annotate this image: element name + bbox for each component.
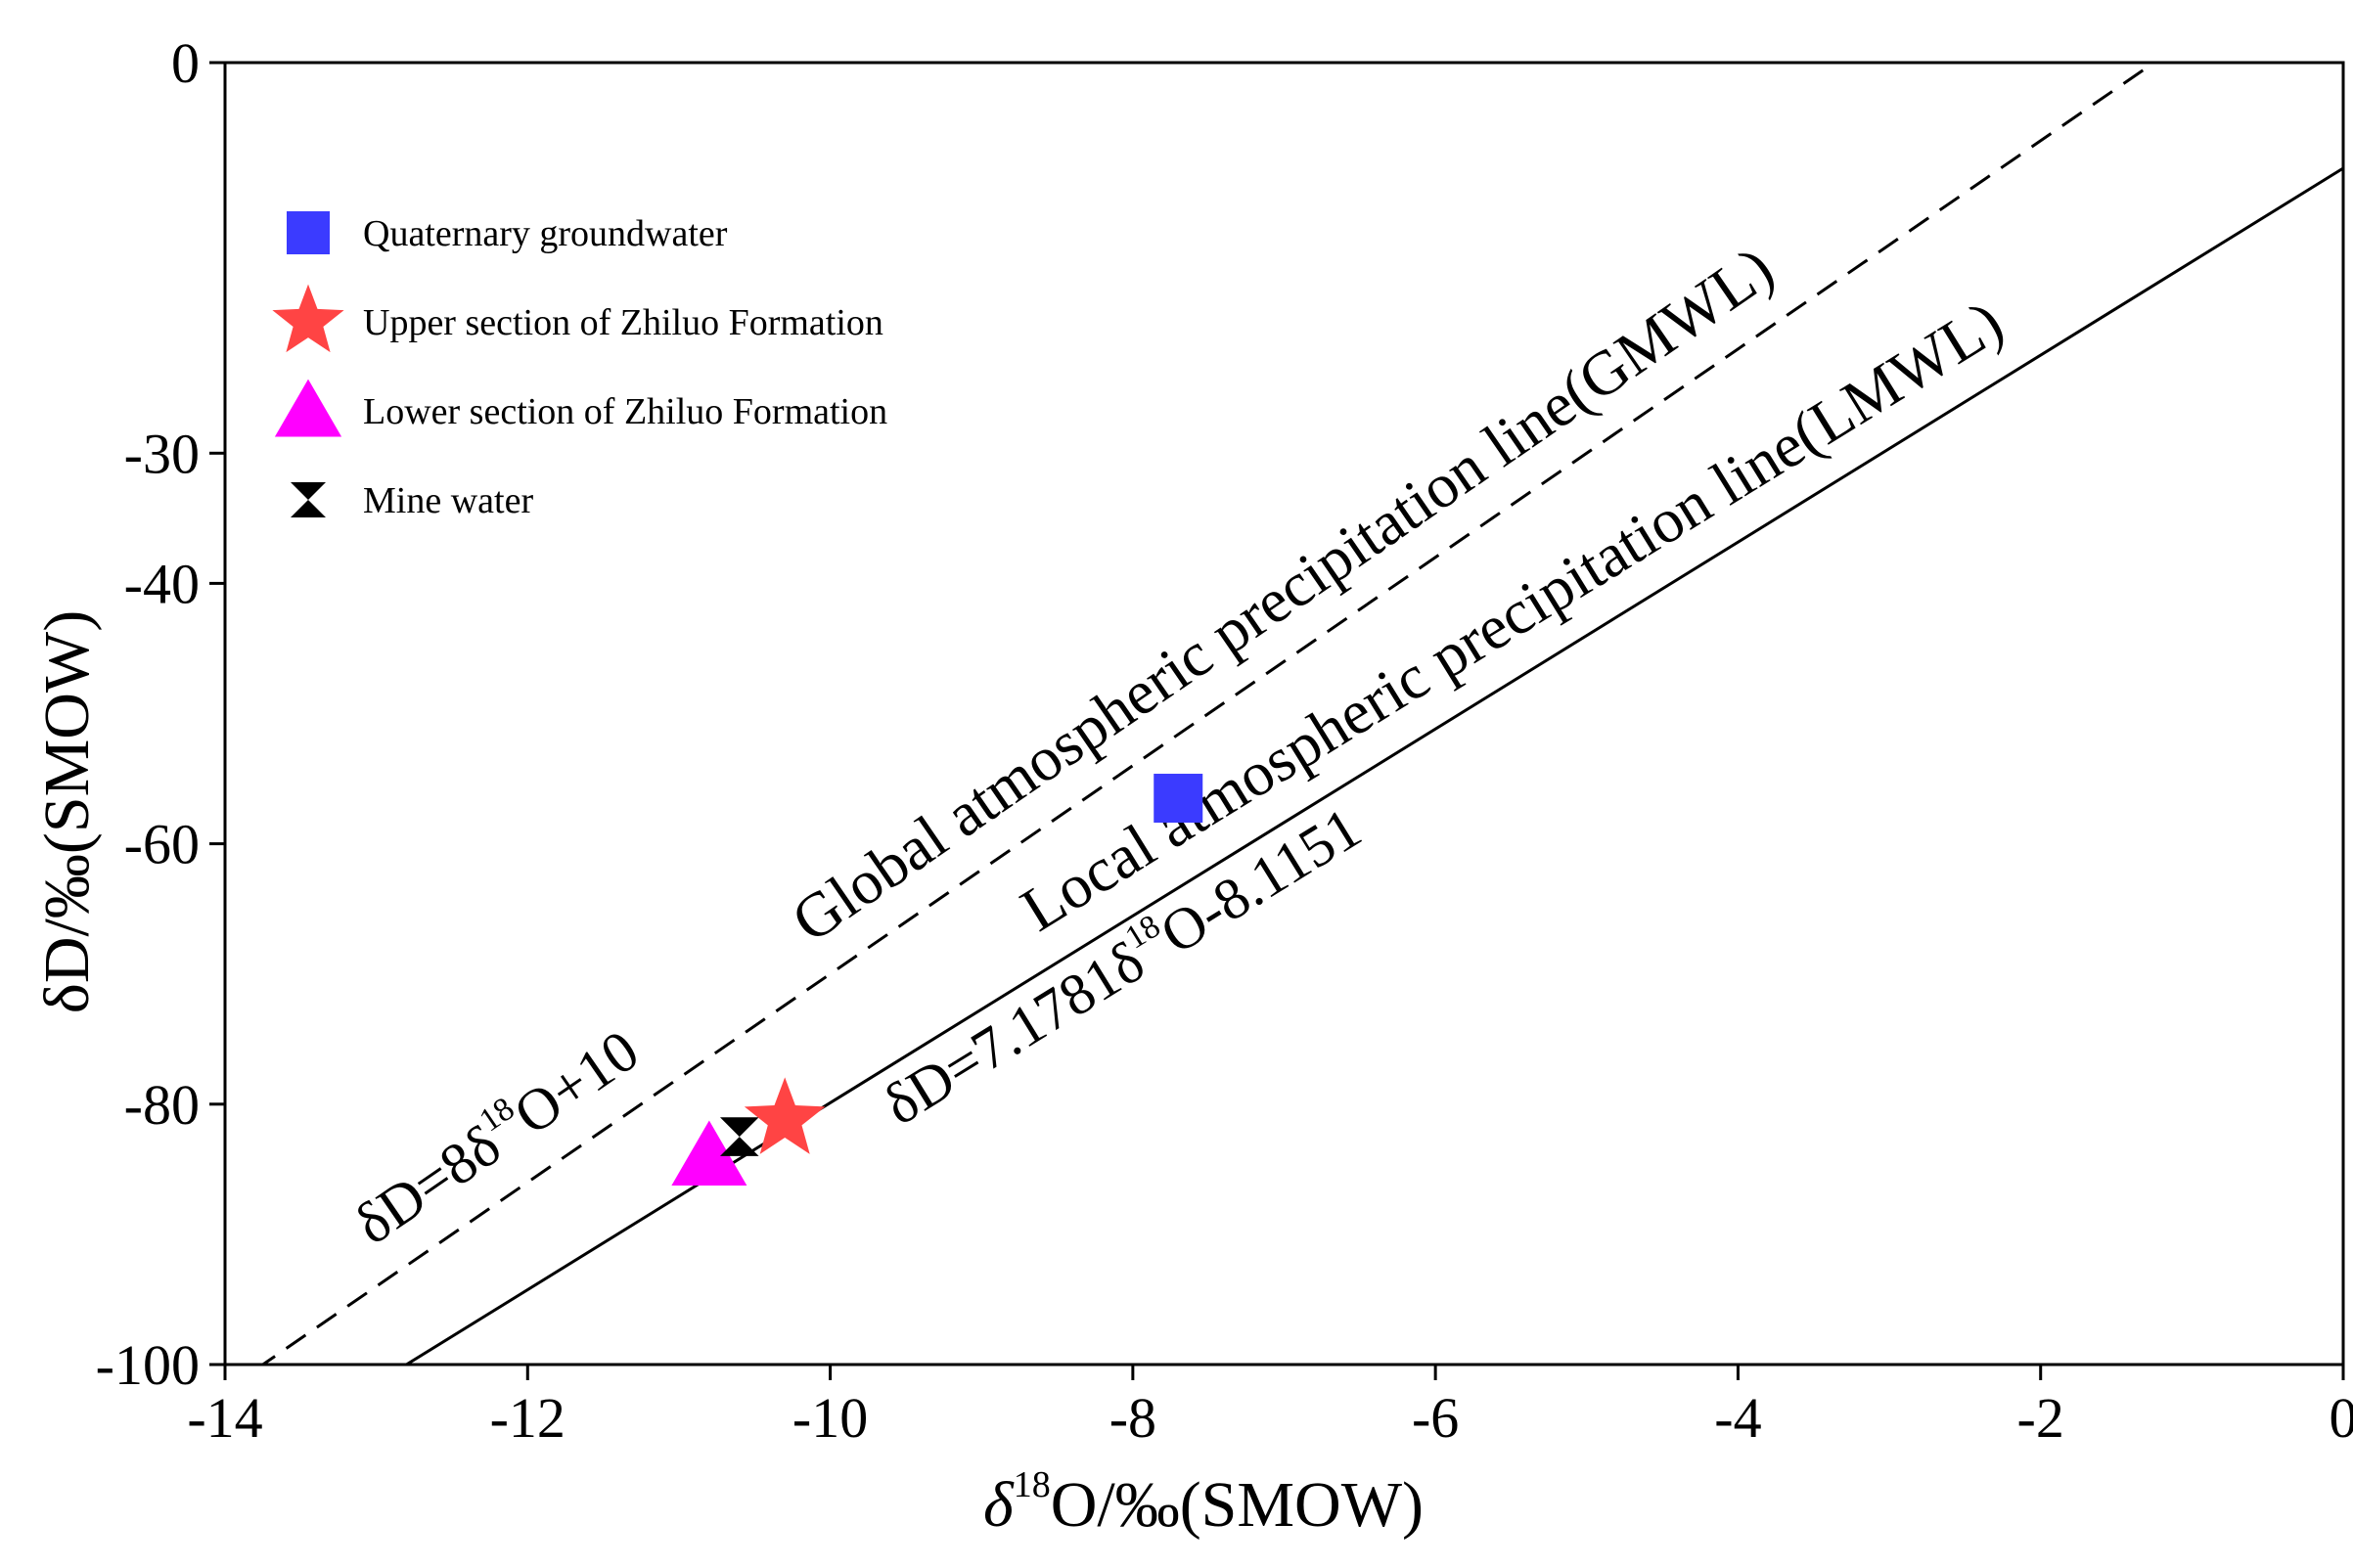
- y-tick-label: -40: [124, 552, 200, 615]
- legend-marker-star: [272, 285, 343, 353]
- point-hourglass: [720, 1117, 759, 1156]
- legend-label: Lower section of Zhiluo Formation: [363, 391, 887, 432]
- x-axis-title-sup: 18: [1014, 1464, 1051, 1505]
- line-labels: Global atmospheric precipitation line(GM…: [341, 233, 2014, 1256]
- legend-marker-triangle: [275, 380, 341, 437]
- x-axis-title-pre: δ: [983, 1469, 1015, 1541]
- y-tick-label: -80: [124, 1073, 200, 1137]
- x-tick-label: -6: [1412, 1386, 1459, 1450]
- x-tick-label: -8: [1109, 1386, 1156, 1450]
- legend-label: Mine water: [363, 480, 533, 521]
- legend-marker-square: [287, 211, 330, 254]
- gmwl-line: [225, 0, 2343, 1391]
- legend-label: Quaternary groundwater: [363, 213, 728, 254]
- lmwl-line: [225, 168, 2343, 1477]
- x-tick-label: -10: [792, 1386, 868, 1450]
- legend: Quaternary groundwater Upper section of Z…: [272, 211, 887, 521]
- x-axis-title-post: O/‰(SMOW): [1051, 1469, 1424, 1541]
- point-square: [1154, 774, 1202, 823]
- y-axis-title: δD/‰(SMOW): [31, 610, 103, 1013]
- point-star: [745, 1077, 826, 1154]
- y-tick-label: 0: [171, 31, 200, 95]
- y-tick-label: -30: [124, 422, 200, 485]
- y-tick-label: -100: [96, 1333, 200, 1397]
- x-tick-label: -4: [1714, 1386, 1761, 1450]
- plot-area-frame: [225, 63, 2343, 1365]
- legend-label: Upper section of Zhiluo Formation: [363, 302, 883, 343]
- y-tick-label: -60: [124, 813, 200, 876]
- x-tick-label: 0: [2330, 1386, 2353, 1450]
- x-tick-label: -2: [2017, 1386, 2064, 1450]
- legend-marker-hourglass: [291, 482, 326, 517]
- x-tick-label: -12: [490, 1386, 566, 1450]
- gmwl-equation: δD=8δ18O+10: [341, 1014, 651, 1257]
- x-axis-title: δ18O/‰(SMOW): [983, 1464, 1424, 1541]
- lmwl-label: Local atmospheric precipitation line(LMW…: [1009, 287, 2014, 944]
